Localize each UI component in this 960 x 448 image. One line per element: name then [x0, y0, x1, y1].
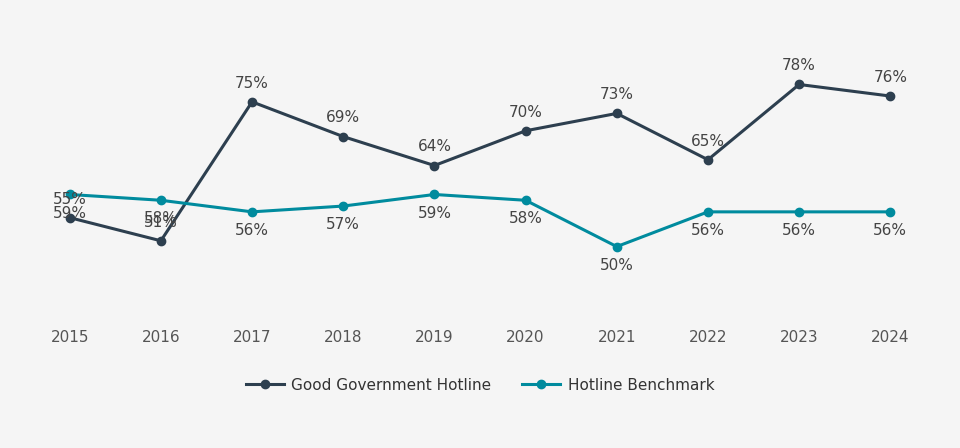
- Text: 70%: 70%: [509, 105, 542, 120]
- Hotline Benchmark: [156, 198, 167, 203]
- Good Government Hotline: [247, 99, 258, 104]
- Text: 56%: 56%: [782, 223, 816, 238]
- Hotline Benchmark: [793, 209, 804, 215]
- Hotline Benchmark: [338, 203, 349, 209]
- Text: 56%: 56%: [874, 223, 907, 238]
- Hotline Benchmark: [247, 209, 258, 215]
- Line: Hotline Benchmark: Hotline Benchmark: [65, 190, 895, 251]
- Text: 56%: 56%: [691, 223, 725, 238]
- Hotline Benchmark: [519, 198, 531, 203]
- Text: 69%: 69%: [326, 111, 360, 125]
- Line: Good Government Hotline: Good Government Hotline: [65, 80, 895, 245]
- Good Government Hotline: [793, 82, 804, 87]
- Hotline Benchmark: [64, 192, 76, 197]
- Text: 55%: 55%: [53, 192, 86, 207]
- Text: 51%: 51%: [144, 215, 178, 230]
- Hotline Benchmark: [429, 192, 441, 197]
- Good Government Hotline: [702, 157, 713, 163]
- Text: 57%: 57%: [326, 217, 360, 232]
- Text: 56%: 56%: [235, 223, 269, 238]
- Good Government Hotline: [611, 111, 622, 116]
- Text: 76%: 76%: [874, 70, 907, 85]
- Good Government Hotline: [338, 134, 349, 139]
- Good Government Hotline: [64, 215, 76, 220]
- Text: 58%: 58%: [144, 211, 178, 226]
- Hotline Benchmark: [702, 209, 713, 215]
- Good Government Hotline: [429, 163, 441, 168]
- Text: 64%: 64%: [418, 139, 451, 155]
- Text: 75%: 75%: [235, 76, 269, 91]
- Text: 59%: 59%: [418, 206, 451, 220]
- Hotline Benchmark: [884, 209, 896, 215]
- Hotline Benchmark: [611, 244, 622, 249]
- Text: 59%: 59%: [53, 206, 86, 220]
- Text: 65%: 65%: [691, 134, 725, 149]
- Legend: Good Government Hotline, Hotline Benchmark: Good Government Hotline, Hotline Benchma…: [239, 372, 721, 399]
- Text: 50%: 50%: [600, 258, 634, 273]
- Text: 58%: 58%: [509, 211, 542, 226]
- Good Government Hotline: [156, 238, 167, 243]
- Good Government Hotline: [884, 93, 896, 99]
- Text: 73%: 73%: [600, 87, 634, 102]
- Text: 78%: 78%: [782, 58, 816, 73]
- Good Government Hotline: [519, 128, 531, 134]
